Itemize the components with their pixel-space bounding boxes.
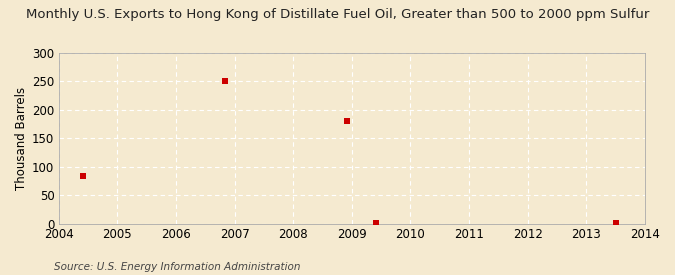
- Text: Monthly U.S. Exports to Hong Kong of Distillate Fuel Oil, Greater than 500 to 20: Monthly U.S. Exports to Hong Kong of Dis…: [26, 8, 649, 21]
- Point: [342, 119, 352, 123]
- Point: [371, 221, 382, 225]
- Y-axis label: Thousand Barrels: Thousand Barrels: [15, 87, 28, 190]
- Point: [219, 79, 230, 84]
- Point: [78, 174, 88, 178]
- Text: Source: U.S. Energy Information Administration: Source: U.S. Energy Information Administ…: [54, 262, 300, 272]
- Point: [610, 221, 621, 225]
